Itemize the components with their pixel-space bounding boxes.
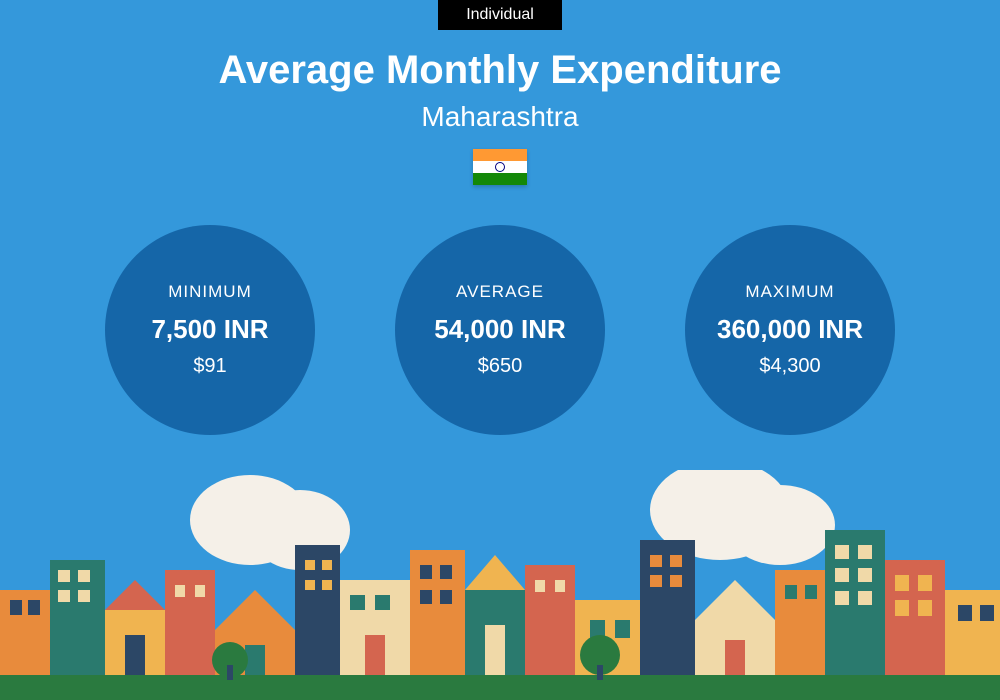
- stat-average: AVERAGE 54,000 INR $650: [395, 225, 605, 435]
- flag-green-stripe: [473, 173, 527, 185]
- stat-label: AVERAGE: [456, 282, 544, 302]
- flag-chakra-icon: [495, 162, 505, 172]
- stats-row: MINIMUM 7,500 INR $91 AVERAGE 54,000 INR…: [105, 225, 895, 435]
- stat-usd: $91: [193, 355, 226, 378]
- stat-value: 360,000 INR: [717, 314, 863, 345]
- stat-maximum: MAXIMUM 360,000 INR $4,300: [685, 225, 895, 435]
- stat-value: 54,000 INR: [434, 314, 566, 345]
- stat-usd: $650: [478, 355, 523, 378]
- stat-label: MAXIMUM: [745, 282, 834, 302]
- category-badge: Individual: [438, 0, 562, 30]
- flag-saffron-stripe: [473, 149, 527, 161]
- page-title: Average Monthly Expenditure: [218, 48, 781, 93]
- stat-minimum: MINIMUM 7,500 INR $91: [105, 225, 315, 435]
- stat-label: MINIMUM: [168, 282, 251, 302]
- stat-usd: $4,300: [759, 355, 820, 378]
- india-flag-icon: [473, 149, 527, 185]
- stat-value: 7,500 INR: [151, 314, 268, 345]
- infographic-container: Individual Average Monthly Expenditure M…: [0, 0, 1000, 700]
- region-subtitle: Maharashtra: [421, 101, 578, 133]
- cityscape-illustration: [0, 470, 1000, 700]
